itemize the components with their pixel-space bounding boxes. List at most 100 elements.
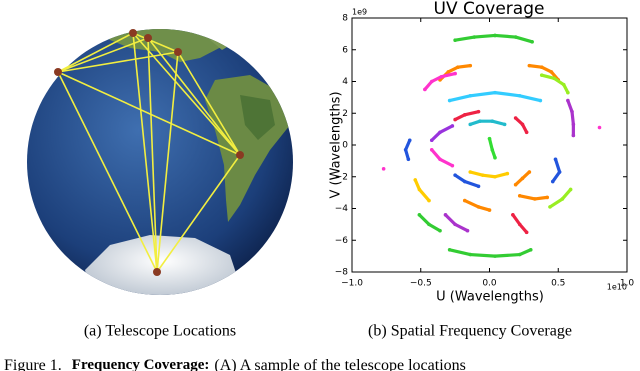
uv-point bbox=[381, 167, 386, 171]
x-tick-label: 0.0 bbox=[482, 279, 497, 289]
uv-point bbox=[571, 122, 576, 127]
uv-point bbox=[417, 213, 422, 217]
uv-point bbox=[570, 109, 574, 114]
uv-point bbox=[413, 178, 418, 182]
uv-point bbox=[450, 124, 455, 128]
uv-point bbox=[527, 170, 532, 174]
uv-point bbox=[456, 65, 460, 70]
uv-point bbox=[539, 65, 544, 70]
uv-point bbox=[490, 119, 495, 123]
uv-track bbox=[527, 64, 560, 82]
captions: (a) Telescope Locations (b) Spatial Freq… bbox=[4, 323, 572, 371]
uv-point bbox=[524, 230, 529, 235]
uv-point bbox=[468, 170, 473, 174]
uv-point bbox=[502, 122, 507, 127]
uv-point bbox=[468, 63, 473, 68]
uv-chart: UV Coverage U (Wavelengths) V (Wavelengt… bbox=[329, 0, 635, 305]
uv-point bbox=[450, 163, 455, 168]
uv-point bbox=[528, 247, 533, 252]
telescopes bbox=[54, 29, 244, 276]
uv-point bbox=[476, 109, 481, 114]
x-axis-label: U (Wavelengths) bbox=[436, 290, 544, 305]
y-tick-label: 0 bbox=[342, 141, 348, 151]
uv-point bbox=[468, 122, 473, 127]
uv-point bbox=[553, 157, 558, 162]
uv-point bbox=[566, 98, 570, 103]
uv-point bbox=[453, 38, 457, 43]
uv-point bbox=[447, 247, 452, 252]
figure-label: Figure 1. bbox=[4, 357, 62, 371]
uv-point bbox=[530, 40, 534, 44]
uv-point bbox=[429, 147, 434, 152]
uv-point bbox=[513, 116, 518, 120]
uv-track bbox=[423, 71, 457, 92]
uv-point bbox=[493, 254, 497, 258]
chart-title: UV Coverage bbox=[434, 0, 545, 19]
uv-track bbox=[468, 170, 509, 179]
uv-point bbox=[417, 187, 422, 192]
points bbox=[381, 33, 602, 258]
uv-point bbox=[462, 113, 467, 117]
uv-point bbox=[447, 98, 452, 103]
uv-point bbox=[561, 82, 566, 87]
uv-point bbox=[453, 71, 457, 76]
uv-point bbox=[520, 176, 525, 181]
uv-point bbox=[438, 130, 442, 135]
uv-point bbox=[524, 130, 529, 135]
uv-point bbox=[423, 87, 427, 92]
uv-track bbox=[566, 98, 575, 138]
uv-point bbox=[468, 252, 473, 257]
y-tick-label: 8 bbox=[342, 14, 348, 24]
caption-text: (A) A sample of the telescope locations bbox=[214, 357, 465, 371]
uv-point bbox=[571, 133, 576, 138]
uv-point bbox=[552, 76, 556, 81]
uv-point bbox=[517, 252, 522, 257]
uv-point bbox=[545, 195, 550, 200]
uv-point bbox=[462, 179, 467, 184]
x-tick-label: −0.5 bbox=[410, 279, 432, 289]
uv-point bbox=[493, 155, 497, 160]
baselines bbox=[57, 32, 241, 273]
uv-point bbox=[465, 228, 470, 233]
uv-point bbox=[462, 198, 467, 203]
uv-point bbox=[549, 70, 554, 74]
uv-point bbox=[517, 222, 522, 227]
y-tick-label: −2 bbox=[335, 172, 348, 182]
caption-title: Frequency Coverage: bbox=[72, 357, 210, 371]
uv-point bbox=[490, 147, 495, 152]
uv-point bbox=[429, 79, 434, 84]
uv-point bbox=[406, 157, 411, 162]
uv-point bbox=[517, 194, 522, 198]
uv-point bbox=[453, 173, 457, 177]
uv-point bbox=[427, 222, 431, 227]
uv-point bbox=[453, 222, 457, 227]
uv-point bbox=[568, 187, 573, 192]
x-offset-label: 1e10 bbox=[607, 283, 627, 292]
uv-point bbox=[511, 213, 515, 217]
uv-point bbox=[468, 93, 473, 98]
x-tick-label: −1.0 bbox=[341, 279, 363, 289]
uv-point bbox=[557, 170, 562, 174]
uv-track bbox=[540, 73, 570, 95]
uv-point bbox=[527, 63, 532, 68]
uv-point bbox=[403, 147, 408, 152]
uv-point bbox=[438, 228, 442, 233]
uv-point bbox=[513, 35, 518, 39]
y-axis-label: V (Wavelengths) bbox=[329, 91, 344, 198]
uv-point bbox=[560, 197, 565, 201]
uv-point bbox=[493, 33, 497, 38]
uv-point bbox=[513, 182, 518, 187]
uv-point bbox=[566, 90, 570, 95]
uv-point bbox=[427, 198, 431, 203]
x-tick-label: 0.5 bbox=[551, 279, 565, 289]
globe bbox=[27, 29, 293, 295]
uv-point bbox=[453, 117, 457, 122]
uv-point bbox=[443, 213, 448, 217]
uv-point bbox=[487, 208, 492, 212]
amazon bbox=[240, 95, 275, 140]
panel-caption: (a) Telescope Locations bbox=[84, 323, 236, 340]
figure-caption: Figure 1. Frequency Coverage: (A) A sample… bbox=[4, 357, 466, 371]
y-tick-label: 2 bbox=[342, 109, 348, 119]
uv-track bbox=[468, 119, 507, 126]
